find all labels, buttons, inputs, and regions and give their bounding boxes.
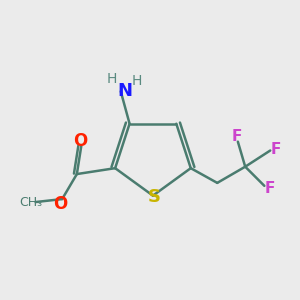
Text: F: F	[265, 181, 275, 196]
Text: H: H	[132, 74, 142, 88]
Text: O: O	[53, 195, 68, 213]
Text: H: H	[107, 72, 117, 86]
Text: S: S	[148, 188, 161, 206]
Text: F: F	[270, 142, 281, 157]
Text: F: F	[231, 129, 242, 144]
Text: CH₃: CH₃	[20, 196, 43, 208]
Text: O: O	[73, 132, 87, 150]
Text: N: N	[118, 82, 133, 100]
